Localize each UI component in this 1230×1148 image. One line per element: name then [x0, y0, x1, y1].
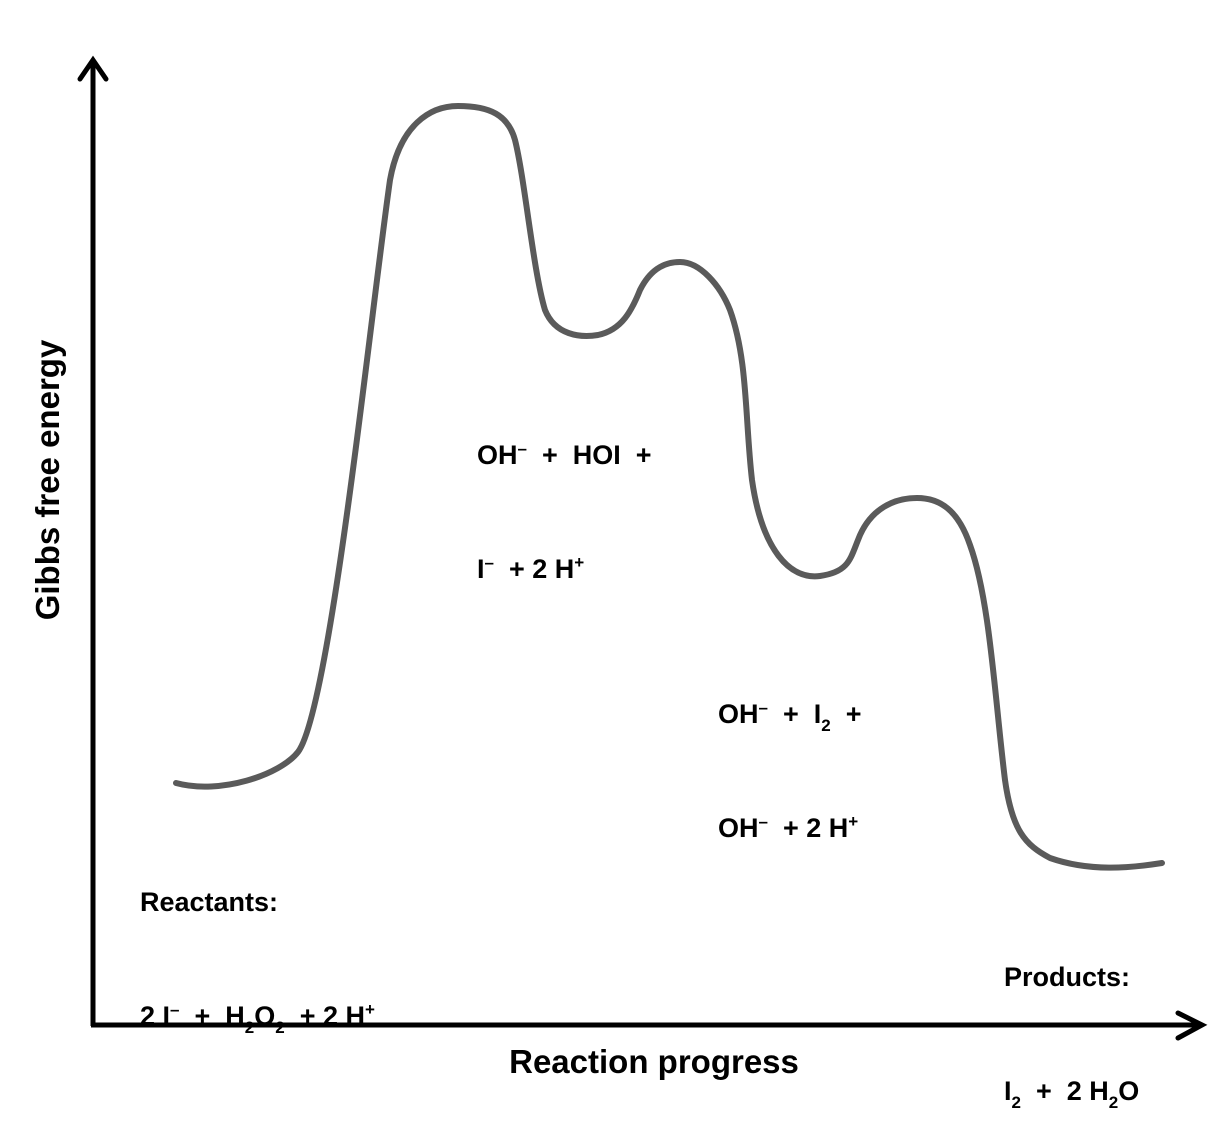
- intermediate-1-line-1: OH– + HOI +: [477, 439, 652, 470]
- energy-curve: [173, 103, 1165, 871]
- energy-diagram: [77, 55, 1208, 1041]
- x-axis-arrow-icon: [1175, 1010, 1208, 1041]
- intermediate-1-label: OH– + HOI + I– + 2 H+: [477, 360, 652, 626]
- x-axis-title: Reaction progress: [509, 1043, 799, 1080]
- y-axis-title: Gibbs free energy: [29, 339, 66, 621]
- intermediate-2-label: OH– + I2 + OH– + 2 H+: [718, 619, 862, 885]
- products-formula: I2 + 2 H2O: [1004, 1076, 1140, 1112]
- products-title: Products:: [1004, 962, 1131, 992]
- y-axis-arrow-icon: [77, 55, 109, 82]
- reactants-title: Reactants:: [140, 887, 279, 917]
- reactants-formula: 2 I– + H2O2 + 2 H+: [140, 1000, 375, 1037]
- intermediate-1-line-2: I– + 2 H+: [477, 553, 585, 584]
- intermediate-2-line-2: OH– + 2 H+: [718, 812, 859, 843]
- intermediate-2-line-1: OH– + I2 +: [718, 698, 862, 735]
- reactants-label: Reactants: 2 I– + H2O2 + 2 H+: [140, 807, 375, 1073]
- products-label: Products: I2 + 2 H2O: [1004, 882, 1139, 1148]
